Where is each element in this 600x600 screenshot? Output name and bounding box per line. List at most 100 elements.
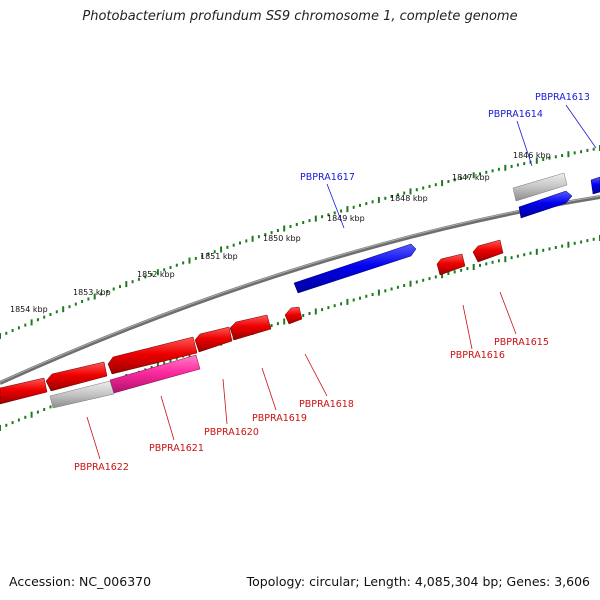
upper-ring-tick [403,191,406,195]
gene-labels: PBPRA1613 PBPRA1614 PBPRA1617 PBPRA1615 … [74,92,590,473]
kbp-label-1847: 1847 kbp [452,173,490,182]
gene-pbpra1619[interactable] [229,314,272,341]
upper-ring-tick [441,180,444,187]
upper-ring-tick [5,331,8,335]
lower-ring-tick [567,241,570,248]
gene-pbpra1620b[interactable] [107,336,198,375]
lower-ring-tick [270,324,273,328]
upper-ring-tick [573,151,576,155]
label-pbpra1618[interactable]: PBPRA1618 [299,399,354,410]
gene-pbpra1620[interactable] [194,326,233,353]
gene-pbpra1621[interactable] [109,354,201,394]
lower-ring-tick [327,306,330,310]
kbp-label-1849: 1849 kbp [327,214,365,223]
upper-ring-tick [81,300,84,303]
upper-ring-tick [112,287,115,291]
kbp-label-1846: 1846 kbp [513,151,551,160]
lower-ring-tick [529,251,532,255]
leader-pbpra1620 [222,378,228,425]
lower-ring-tick [30,411,33,418]
lower-ring-tick [485,262,488,266]
lower-ring-tick [43,408,46,411]
upper-ring-tick [245,239,248,243]
gene-edge-left[interactable] [0,377,48,405]
lower-ring-tick [321,308,324,312]
lower-ring-tick [415,280,418,284]
upper-ring-tick [548,156,551,160]
lower-ring-tick [308,312,311,315]
lower-ring-tick [359,296,361,300]
lower-ring-tick [434,275,437,279]
upper-ring-tick [150,273,153,276]
accession-text: Accession: NC_006370 [9,574,152,589]
upper-ring-tick [11,329,14,332]
gene-pbpra1613[interactable] [590,176,600,195]
lower-ring-tick [163,361,166,365]
reverse-strand-genes [0,239,504,409]
gene-pbpra1614[interactable] [518,190,573,219]
lower-ring-tick [516,254,519,258]
gene-pbpra1622[interactable] [49,380,115,409]
lower-ring-tick [573,241,576,245]
label-pbpra1616[interactable]: PBPRA1616 [450,350,505,361]
lower-ring-tick [156,362,159,369]
lower-ring-tick [17,418,20,422]
kbp-label-1854: 1854 kbp [10,305,48,314]
label-pbpra1613[interactable]: PBPRA1613 [535,92,590,103]
leader-pbpra1617 [326,183,345,229]
lower-ring-tick [384,289,387,293]
leader-pbpra1619 [261,367,277,411]
label-pbpra1622[interactable]: PBPRA1622 [74,462,129,473]
upper-ring-tick [428,184,431,188]
upper-ring-tick [93,293,96,300]
upper-ring-tick [308,219,311,223]
upper-ring-tick [340,209,343,213]
upper-ring-tick [30,319,33,326]
lower-ring-tick [554,246,557,249]
upper-ring-tick [415,188,418,192]
upper-ring-tick [561,154,564,157]
upper-ring-tick [125,281,128,288]
gene-pbpra1622-left[interactable] [45,361,108,392]
upper-ring-tick [175,263,178,267]
upper-ring-tick [504,164,507,171]
lower-ring-tick [561,244,564,248]
lower-ring-tick [150,366,153,369]
lower-ring-tick [535,248,538,255]
gene-pbpra1616[interactable] [436,253,466,276]
forward-strand-genes [293,172,600,294]
label-leader-lines [86,104,597,460]
upper-ring-tick [264,233,267,237]
leader-pbpra1616 [462,304,473,350]
label-pbpra1615[interactable]: PBPRA1615 [494,337,549,348]
upper-ring-tick [491,169,494,173]
upper-ring-tick [422,186,425,190]
label-pbpra1621[interactable]: PBPRA1621 [149,443,204,454]
upper-ring-tick [371,200,374,204]
label-pbpra1620[interactable]: PBPRA1620 [204,427,259,438]
lower-ring-tick [479,263,481,267]
lower-ring-tick [302,314,305,317]
upper-ring-tick [226,245,229,249]
upper-ring-tick [535,157,538,164]
lower-ring-tick [441,272,444,279]
upper-ring-tick [17,326,20,330]
gene-pbpra1617[interactable] [293,243,417,294]
lower-ring-tick [428,277,431,281]
gene-pbpra1618[interactable] [284,306,303,325]
label-pbpra1619[interactable]: PBPRA1619 [252,413,307,424]
upper-ring-tick [554,155,557,159]
kbp-scale-labels: 1846 kbp 1847 kbp 1848 kbp 1849 kbp 1850… [10,151,551,314]
label-pbpra1614[interactable]: PBPRA1614 [488,109,543,120]
upper-ring-tick [542,158,545,161]
lower-ring-tick [422,278,425,282]
label-pbpra1617[interactable]: PBPRA1617 [300,172,355,183]
gene-pseudo-upper[interactable] [512,172,568,202]
gene-pbpra1615[interactable] [472,239,504,263]
upper-ring-tick [510,164,513,168]
lower-ring-tick [580,240,583,244]
lower-ring-tick [49,405,52,409]
kbp-label-1851: 1851 kbp [200,252,238,261]
upper-ring-tick [106,290,109,293]
upper-ring-tick [586,148,589,152]
